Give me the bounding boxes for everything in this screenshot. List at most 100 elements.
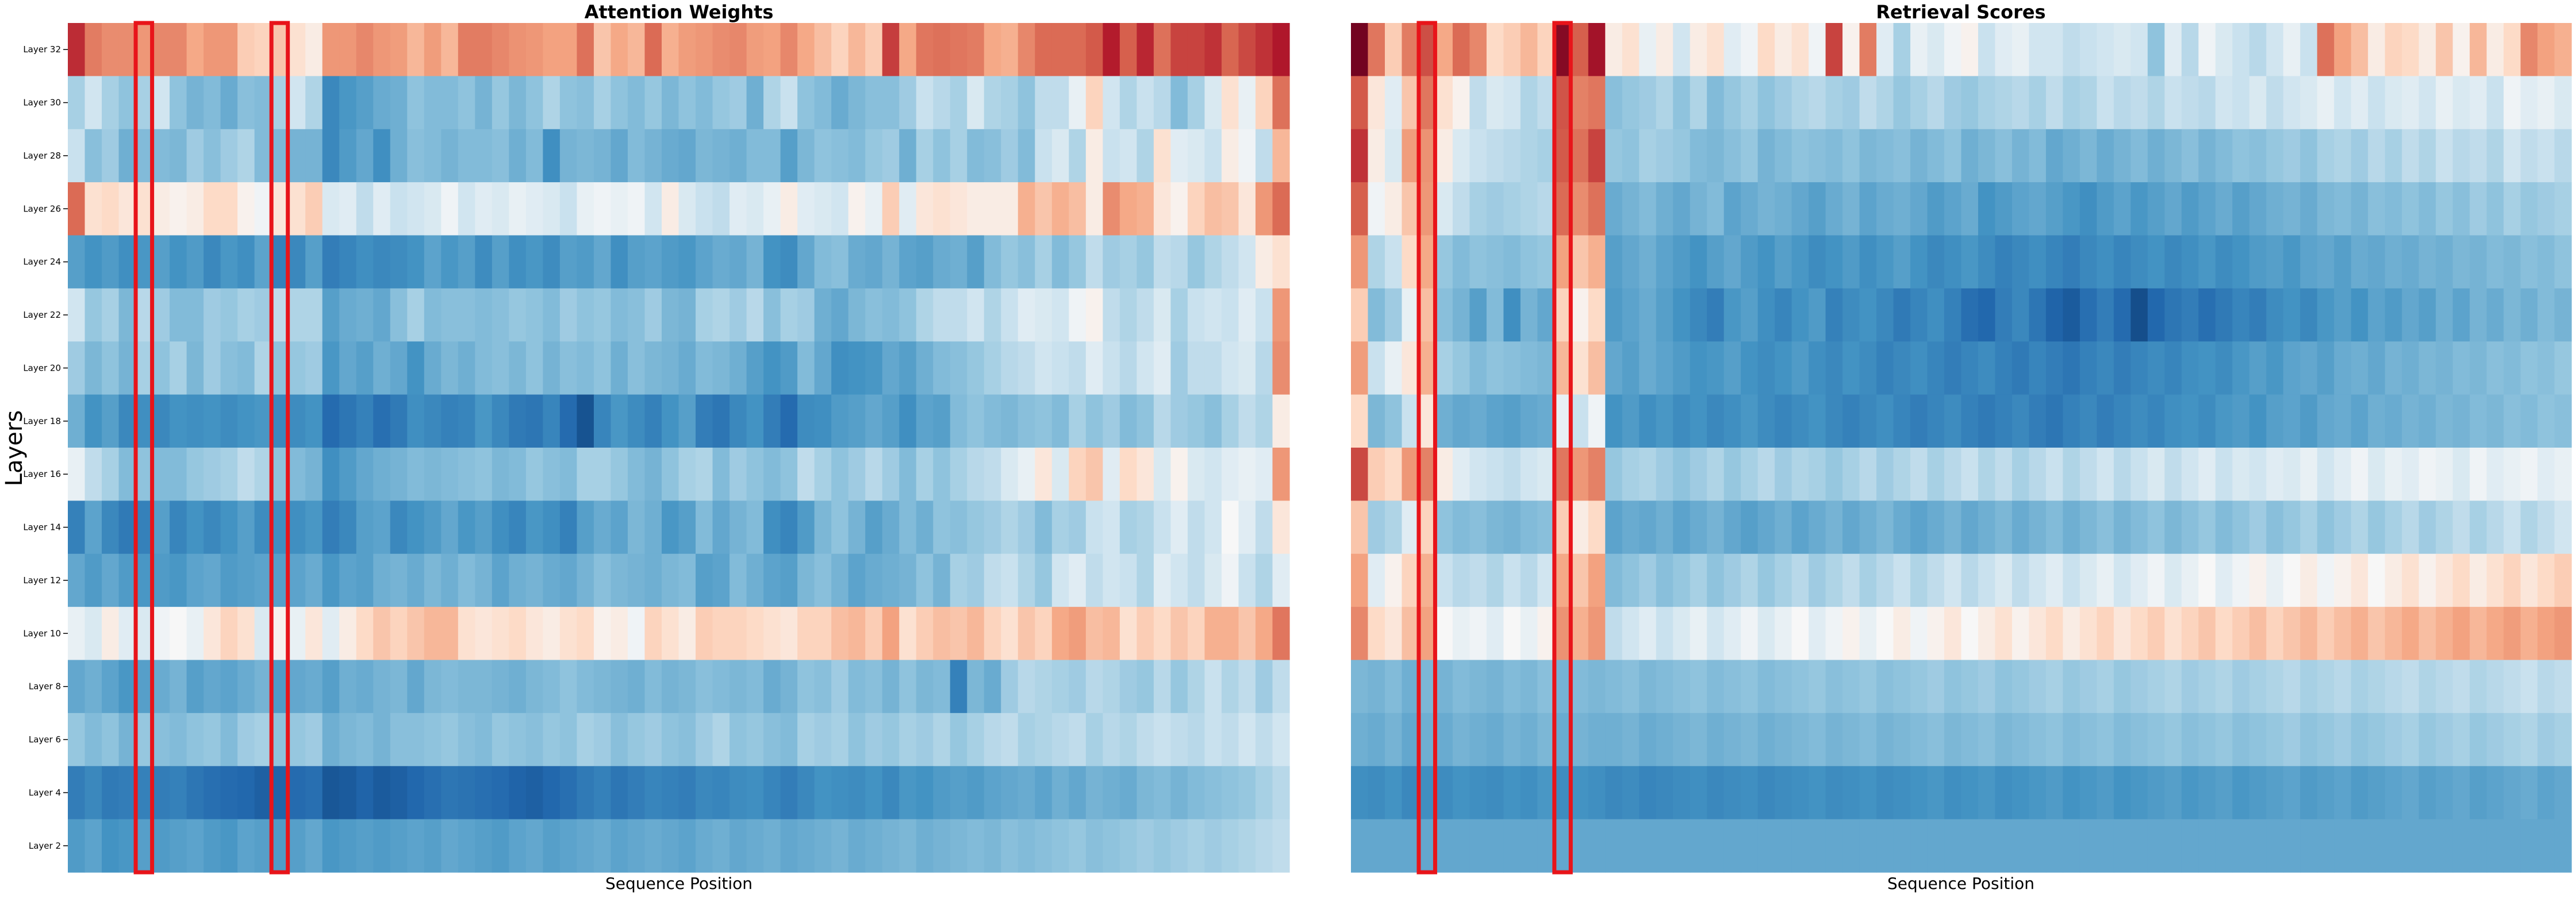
heatmap-cell (305, 819, 323, 873)
heatmap-cell (1842, 76, 1860, 130)
heatmap-cell (2334, 23, 2352, 76)
heatmap-cell (492, 660, 509, 714)
heatmap-cell (2317, 766, 2335, 820)
heatmap-cell (68, 553, 86, 607)
heatmap-cell (712, 766, 730, 820)
heatmap-cell (696, 500, 713, 555)
heatmap-cell (254, 607, 272, 661)
heatmap-cell (2011, 76, 2030, 130)
heatmap-cell (1221, 448, 1239, 501)
heatmap-cell (2079, 766, 2097, 820)
heatmap-cell (780, 713, 798, 767)
heatmap-cell (933, 129, 951, 183)
heatmap-cell (1384, 553, 1403, 607)
heatmap-cell (1775, 819, 1792, 873)
heatmap-cell (831, 500, 849, 555)
heatmap-cell (2537, 713, 2555, 767)
heatmap-cell (1809, 500, 1826, 555)
heatmap-cell (152, 235, 170, 289)
highlight-box (133, 21, 155, 875)
heatmap-cell (322, 713, 340, 767)
heatmap-cell (458, 182, 475, 236)
heatmap-cell (848, 713, 866, 767)
heatmap-cell (356, 607, 374, 661)
heatmap-cell (2097, 341, 2114, 395)
heatmap-cell (1255, 819, 1273, 873)
heatmap-cell (1893, 660, 1911, 714)
heatmap-cell (118, 819, 136, 873)
heatmap-cell (1187, 394, 1206, 448)
heatmap-cell (1119, 607, 1137, 661)
heatmap-cell (1503, 182, 1521, 236)
heatmap-cell (933, 23, 951, 76)
heatmap-cell (797, 607, 815, 661)
heatmap-cell (1622, 23, 1640, 76)
heatmap-cell (2554, 23, 2572, 76)
heatmap-cell (2402, 819, 2420, 873)
heatmap-cell (356, 713, 374, 767)
heatmap-cell (2520, 660, 2538, 714)
heatmap-cell (814, 713, 832, 767)
heatmap-cell (1995, 288, 2013, 342)
heatmap-cell (2079, 341, 2097, 395)
heatmap-cell (611, 235, 628, 289)
heatmap-cell (2418, 819, 2436, 873)
heatmap-cell (1469, 182, 1487, 236)
heatmap-cell (2045, 76, 2064, 130)
heatmap-cell (509, 288, 527, 342)
heatmap-cell (2215, 819, 2233, 873)
heatmap-cell (305, 448, 323, 501)
heatmap-cell (2520, 182, 2538, 236)
heatmap-cell (1622, 235, 1640, 289)
heatmap-cell (1690, 235, 1707, 289)
heatmap-cell (1690, 607, 1707, 661)
heatmap-cell (1486, 500, 1504, 555)
heatmap-cell (2300, 448, 2318, 501)
heatmap-cell (543, 448, 560, 501)
heatmap-cell (1825, 23, 1843, 76)
heatmap-cell (2402, 129, 2420, 183)
heatmap-cell (170, 288, 187, 342)
heatmap-cell (1153, 129, 1171, 183)
heatmap-cell (1656, 129, 1673, 183)
heatmap-cell (305, 288, 323, 342)
heatmap-cell (2283, 819, 2301, 873)
heatmap-cell (1069, 819, 1087, 873)
heatmap-cell (2113, 819, 2131, 873)
heatmap-cell (288, 235, 306, 289)
heatmap-cell (1961, 23, 1979, 76)
heatmap-cell (525, 766, 543, 820)
heatmap-cell (746, 394, 764, 448)
heatmap-cell (2470, 660, 2487, 714)
heatmap-cell (2351, 607, 2368, 661)
heatmap-cell (1622, 713, 1640, 767)
heatmap-cell (1842, 341, 1860, 395)
heatmap-cell (593, 500, 612, 555)
heatmap-cell (509, 607, 527, 661)
heatmap-cell (577, 23, 594, 76)
heatmap-cell (1469, 766, 1487, 820)
heatmap-cell (678, 553, 696, 607)
heatmap-cell (1944, 235, 1962, 289)
heatmap-cell (2079, 235, 2097, 289)
heatmap-cell (2164, 819, 2182, 873)
heatmap-cell (865, 660, 883, 714)
heatmap-cell (644, 23, 662, 76)
heatmap-cell (1775, 23, 1792, 76)
heatmap-cell (152, 288, 170, 342)
heatmap-cell (1137, 766, 1154, 820)
heatmap-cell (1605, 500, 1623, 555)
heatmap-cell (1825, 766, 1843, 820)
heatmap-cell (2063, 23, 2080, 76)
heatmap-cell (1775, 500, 1792, 555)
heatmap-cell (186, 766, 204, 820)
heatmap-cell (1910, 500, 1928, 555)
heatmap-cell (1571, 500, 1589, 555)
heatmap-cell (1656, 235, 1673, 289)
heatmap-cell (1978, 129, 1996, 183)
heatmap-cell (1001, 182, 1019, 236)
heatmap-cell (1469, 129, 1487, 183)
heatmap-cell (356, 341, 374, 395)
heatmap-cell (2198, 713, 2216, 767)
heatmap-cell (1809, 182, 1826, 236)
